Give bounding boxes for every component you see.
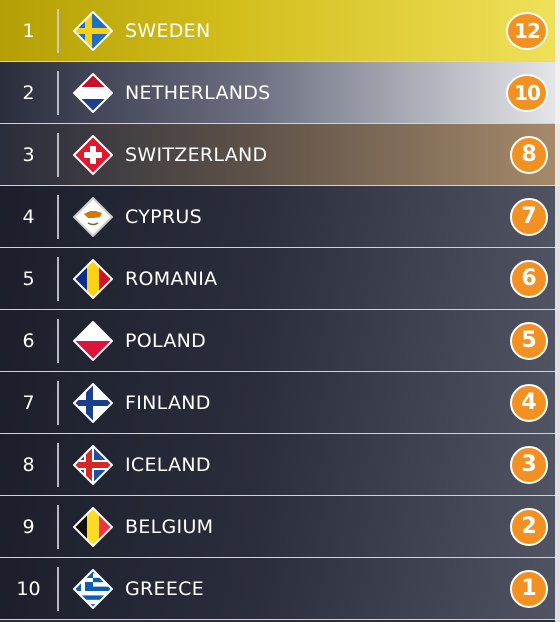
- divider: [57, 70, 59, 115]
- country-name: POLAND: [125, 329, 207, 352]
- points-badge: 12: [506, 11, 548, 50]
- country-name: CYPRUS: [125, 205, 202, 228]
- ranking-row: 6 POLAND 5: [0, 310, 560, 372]
- rank-number: 3: [22, 143, 35, 166]
- country-name: BELGIUM: [125, 515, 214, 538]
- poland-flag-icon: [73, 320, 113, 361]
- rank-number: 4: [22, 205, 35, 228]
- points-badge: 5: [510, 321, 548, 360]
- points-badge: 6: [510, 259, 548, 298]
- divider: [57, 380, 59, 425]
- ranking-row: 9 BELGIUM 2: [0, 496, 560, 558]
- rank-number: 1: [22, 19, 35, 42]
- ranking-row: 7 FINLAND 4: [0, 372, 560, 434]
- divider: [57, 194, 59, 239]
- country-name: ICELAND: [125, 453, 211, 476]
- points-badge: 8: [510, 135, 548, 174]
- divider: [57, 8, 59, 53]
- divider: [57, 256, 59, 301]
- rank-number: 7: [22, 391, 35, 414]
- iceland-flag-icon: [73, 444, 113, 485]
- finland-flag-icon: [73, 382, 113, 423]
- ranking-row: 2 NETHERLANDS 10: [0, 62, 560, 124]
- ranking-row: 5 ROMANIA 6: [0, 248, 560, 310]
- ranking-row: 10 GREECE 1: [0, 558, 560, 620]
- points-badge: 10: [506, 73, 548, 112]
- divider: [57, 442, 59, 487]
- belgium-flag-icon: [73, 506, 113, 547]
- points-badge: 7: [510, 197, 548, 236]
- ranking-row: 4 CYPRUS 7: [0, 186, 560, 248]
- country-name: GREECE: [125, 577, 205, 600]
- cyprus-flag-icon: [73, 196, 113, 237]
- country-name: SWITZERLAND: [125, 143, 268, 166]
- divider: [57, 132, 59, 177]
- divider: [57, 504, 59, 549]
- ranking-row: 8 ICELAND 3: [0, 434, 560, 496]
- rank-number: 8: [22, 453, 35, 476]
- netherlands-flag-icon: [73, 72, 113, 113]
- divider: [57, 566, 59, 611]
- switzerland-flag-icon: [73, 134, 113, 175]
- points-badge: 3: [510, 445, 548, 484]
- country-name: NETHERLANDS: [125, 81, 271, 104]
- rank-number: 9: [22, 515, 35, 538]
- points-badge: 4: [510, 383, 548, 422]
- divider: [57, 318, 59, 363]
- right-edge: [555, 0, 560, 622]
- rank-number: 10: [16, 577, 41, 600]
- greece-flag-icon: [73, 568, 113, 609]
- points-badge: 1: [510, 569, 548, 608]
- country-name: ROMANIA: [125, 267, 218, 290]
- country-name: FINLAND: [125, 391, 211, 414]
- ranking-row: 3 SWITZERLAND 8: [0, 124, 560, 186]
- ranking-row: 1 SWEDEN 12: [0, 0, 560, 62]
- romania-flag-icon: [73, 258, 113, 299]
- country-name: SWEDEN: [125, 19, 211, 42]
- rank-number: 6: [22, 329, 35, 352]
- rank-number: 5: [22, 267, 35, 290]
- sweden-flag-icon: [73, 10, 113, 51]
- points-badge: 2: [510, 507, 548, 546]
- rank-number: 2: [22, 81, 35, 104]
